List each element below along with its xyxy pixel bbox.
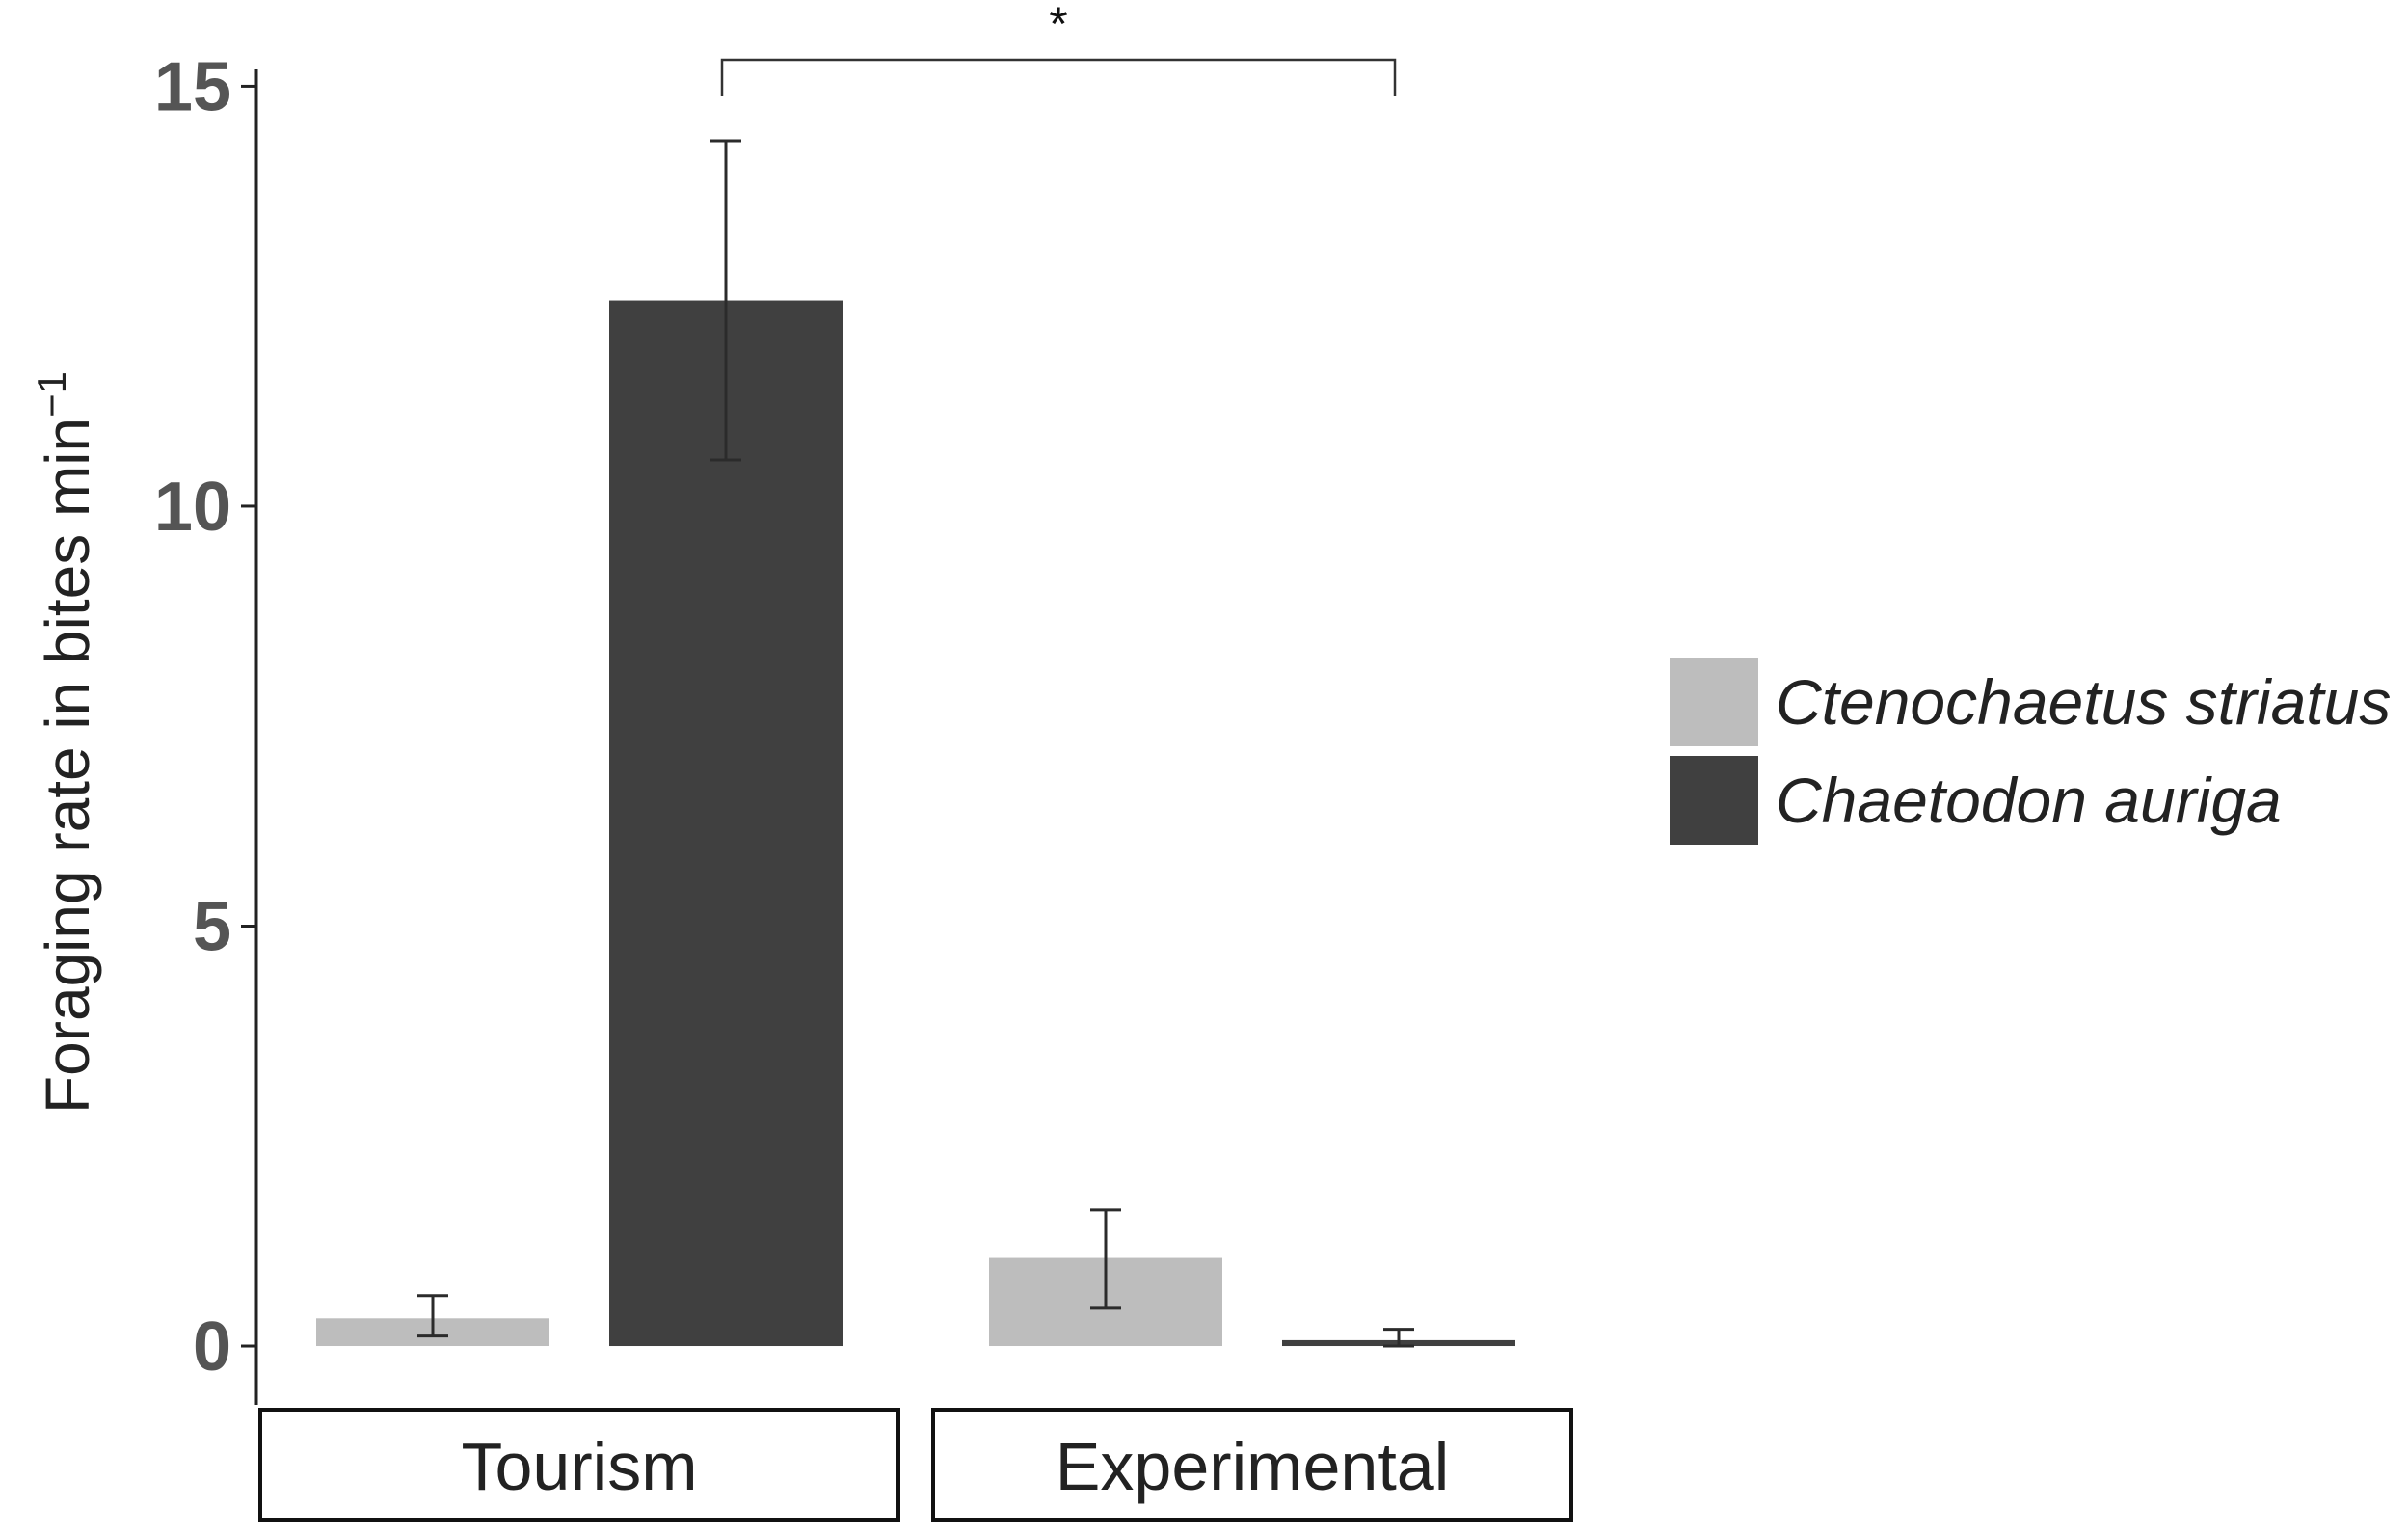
y-axis-title-text: Foraging rate in bites min bbox=[33, 417, 102, 1114]
y-tick-label-0: 0 bbox=[193, 1308, 231, 1386]
facet-strip-box bbox=[258, 1408, 900, 1522]
y-tick-label-15: 15 bbox=[154, 48, 231, 125]
error-bars-layer bbox=[417, 139, 1414, 1348]
facet-strip-label: Experimental bbox=[1056, 1429, 1450, 1504]
svg-text:Foraging rate in bites min−1: Foraging rate in bites min−1 bbox=[29, 371, 102, 1114]
y-ticks: 0 5 10 15 bbox=[154, 48, 256, 1386]
bar-tourism-chaetodon-auriga bbox=[609, 300, 843, 1347]
legend-label-chaetodon-auriga: Chaetodon auriga bbox=[1776, 765, 2282, 836]
error-bar-tourism-chaetodon-auriga bbox=[710, 139, 741, 462]
facet-strip-experimental: Experimental bbox=[931, 1408, 1573, 1522]
legend-label-ctenochaetus-striatus: Ctenochaetus striatus bbox=[1776, 666, 2391, 738]
significance-bracket-line bbox=[720, 58, 1397, 96]
y-tick-label-10: 10 bbox=[154, 469, 231, 546]
y-axis-title: Foraging rate in bites min−1 bbox=[29, 371, 102, 1114]
significance-bracket: * bbox=[720, 0, 1397, 96]
facet-strip-label: Tourism bbox=[461, 1429, 697, 1504]
facet-strip-tourism: Tourism bbox=[258, 1408, 900, 1522]
y-tick-label-5: 5 bbox=[193, 888, 231, 965]
legend-item-chaetodon-auriga: Chaetodon auriga bbox=[1670, 756, 2282, 845]
facet-strip-box bbox=[931, 1408, 1573, 1522]
legend: Ctenochaetus striatus Chaetodon auriga bbox=[1670, 658, 2391, 845]
facet-strips: Tourism Experimental bbox=[258, 1408, 1573, 1522]
legend-item-ctenochaetus-striatus: Ctenochaetus striatus bbox=[1670, 658, 2391, 746]
bars-layer bbox=[316, 300, 1515, 1347]
error-bar-experimental-ctenochaetus-striatus bbox=[1090, 1208, 1121, 1310]
legend-swatch-ctenochaetus-striatus bbox=[1670, 658, 1758, 746]
error-bar-experimental-chaetodon-auriga bbox=[1383, 1328, 1414, 1348]
error-bar-tourism-ctenochaetus-striatus bbox=[417, 1294, 448, 1338]
significance-label: * bbox=[1049, 0, 1067, 51]
y-axis-title-superscript: −1 bbox=[29, 371, 74, 417]
legend-swatch-chaetodon-auriga bbox=[1670, 756, 1758, 845]
